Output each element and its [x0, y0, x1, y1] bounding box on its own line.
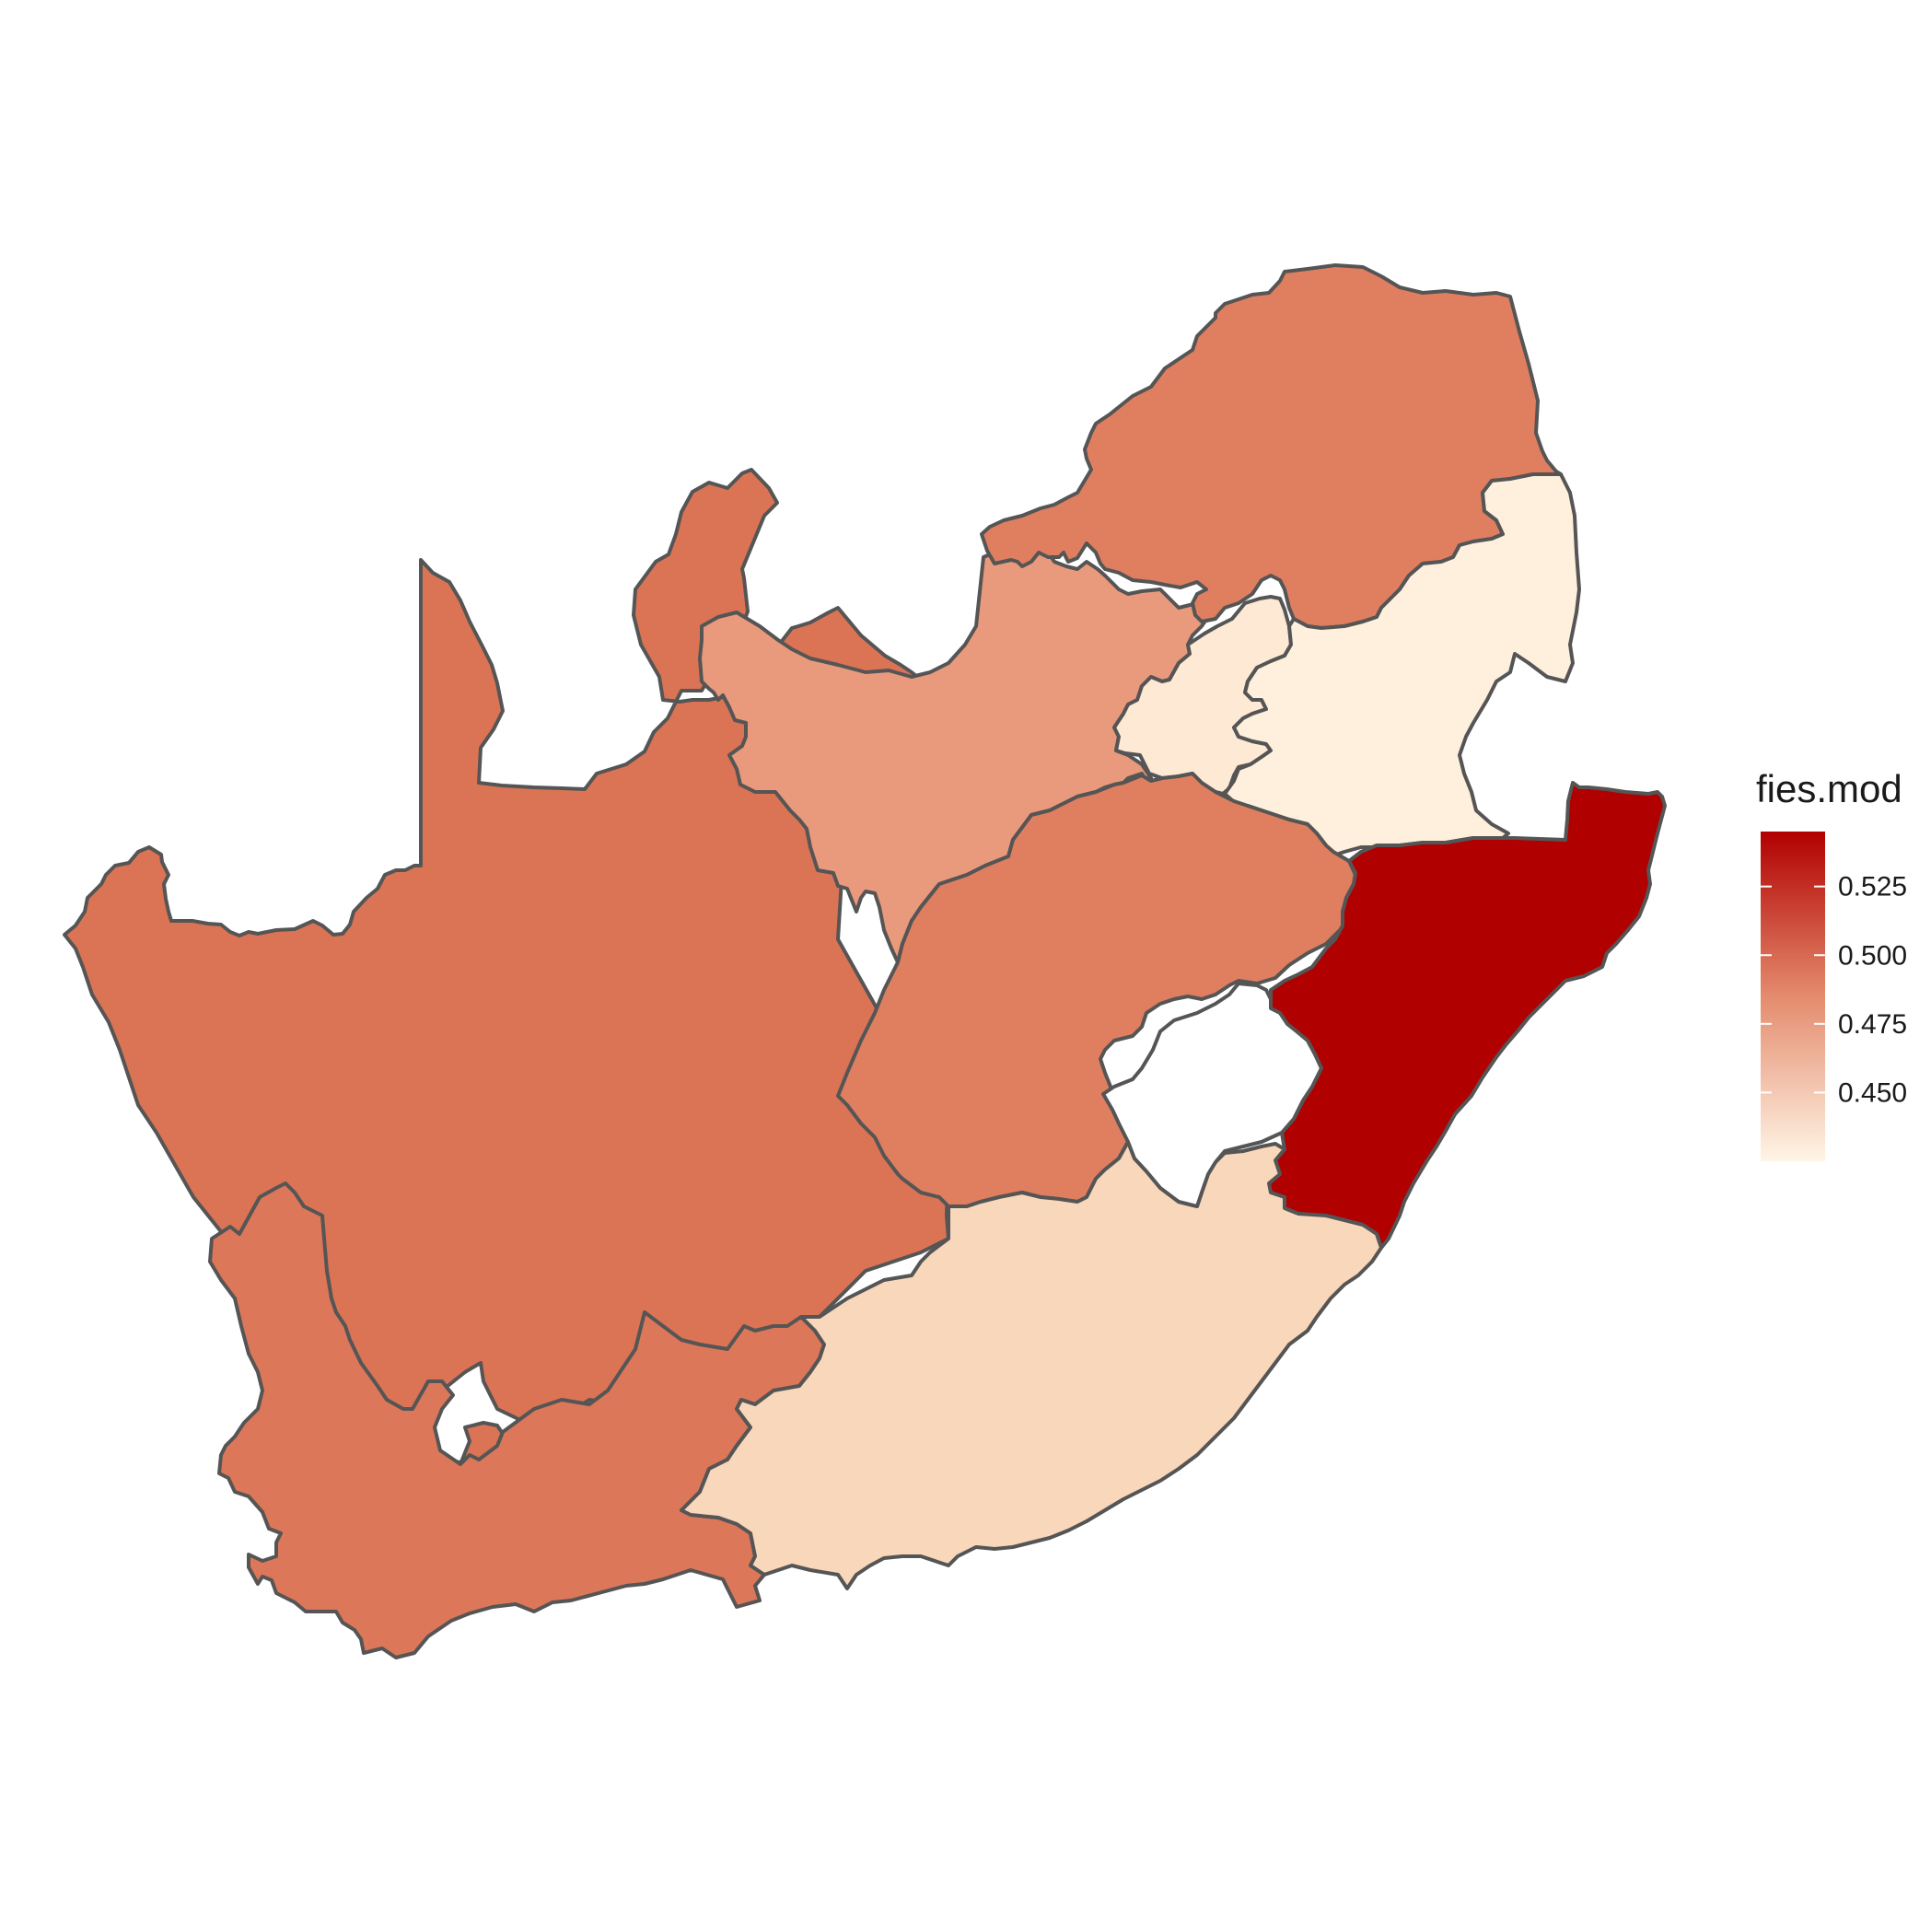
legend-title: fies.mod — [1756, 767, 1902, 810]
legend-tick-label: 0.500 — [1838, 940, 1907, 971]
legend-tick-label: 0.450 — [1838, 1077, 1907, 1108]
legend-ticks: 0.525 0.500 0.475 0.450 — [1761, 872, 1907, 1108]
legend-colorbar — [1761, 832, 1825, 1161]
provinces — [63, 263, 1667, 1659]
legend-tick-label: 0.475 — [1838, 1009, 1907, 1040]
region-lesotho-no-data — [1101, 982, 1323, 1208]
legend-tick-label: 0.525 — [1838, 872, 1907, 902]
region-free-state[interactable] — [836, 772, 1357, 1208]
legend: fies.mod 0.525 0.500 0.475 0.450 — [1756, 767, 1907, 1161]
